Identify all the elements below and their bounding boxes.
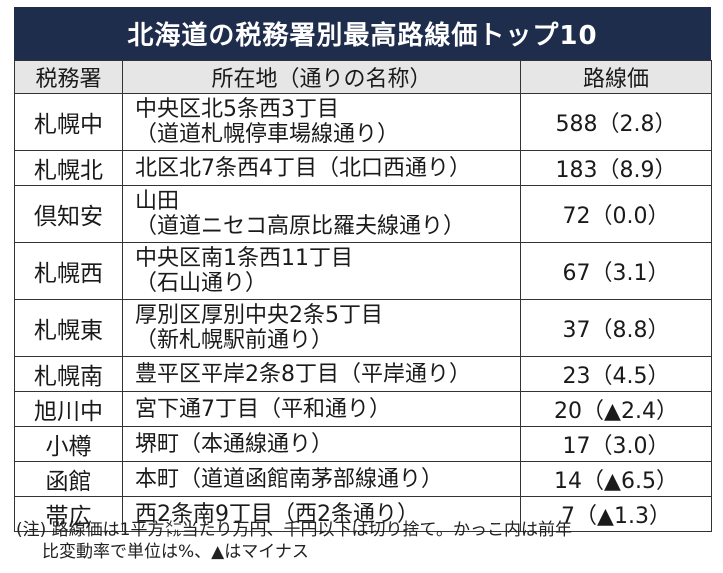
office-cell: 札幌中 <box>14 93 123 151</box>
office-cell: 函館 <box>14 461 123 497</box>
price-cell: 23（4.5） <box>520 356 712 392</box>
location-line1: 堺町（本通線通り） <box>135 431 334 457</box>
header-location: 所在地（通りの名称） <box>122 60 521 94</box>
location-cell: 北区北7条西4丁目（北口西通り） <box>122 150 521 186</box>
table-row: 倶知安 山田 （道道ニセコ高原比羅夫線通り） 72（0.0） <box>14 185 712 243</box>
location-cell: 中央区北5条西3丁目 （道道札幌停車場線通り） <box>122 93 521 151</box>
office-cell: 小樽 <box>14 426 123 462</box>
office-cell: 帯広 <box>14 496 123 532</box>
office-cell: 旭川中 <box>14 391 123 427</box>
header-row: 税務署 所在地（通りの名称） 路線価 <box>14 60 712 94</box>
footnote: (注) 路線価は1平方㍍当たり万円、千円以下は切り捨て。かっこ内は前年 比変動率… <box>16 519 716 563</box>
location-line2: （道道札幌停車場線通り） <box>135 122 400 147</box>
location-cell: 宮下通7丁目（平和通り） <box>122 391 521 427</box>
office-cell: 札幌西 <box>14 242 123 300</box>
table-row: 札幌西 中央区南1条西11丁目 （石山通り） 67（3.1） <box>14 242 712 300</box>
table-row: 札幌中 中央区北5条西3丁目 （道道札幌停車場線通り） 588（2.8） <box>14 93 712 151</box>
price-cell: 183（8.9） <box>520 150 712 186</box>
location-cell: 厚別区厚別中央2条5丁目 （新札幌駅前通り） <box>122 299 521 357</box>
location-line1: 北区北7条西4丁目（北口西通り） <box>135 155 471 181</box>
location-line1: 宮下通7丁目（平和通り） <box>135 396 391 422</box>
table-row: 札幌南 豊平区平岸2条8丁目（平岸通り） 23（4.5） <box>14 356 712 392</box>
header-price: 路線価 <box>520 60 712 94</box>
location-line1: 山田 <box>135 189 180 214</box>
price-cell: 17（3.0） <box>520 426 712 462</box>
price-cell: 20（▲2.4） <box>520 391 712 427</box>
location-line2: （道道ニセコ高原比羅夫線通り） <box>135 214 466 239</box>
location-cell: 豊平区平岸2条8丁目（平岸通り） <box>122 356 521 392</box>
table-row: 札幌東 厚別区厚別中央2条5丁目 （新札幌駅前通り） 37（8.8） <box>14 299 712 357</box>
footnote-line1: (注) 路線価は1平方㍍当たり万円、千円以下は切り捨て。かっこ内は前年 <box>16 520 572 540</box>
footnote-line2: 比変動率で単位は%、▲はマイナス <box>42 542 309 562</box>
table-row: 小樽 堺町（本通線通り） 17（3.0） <box>14 426 712 462</box>
price-cell: 37（8.8） <box>520 299 712 357</box>
route-price-table: 税務署 所在地（通りの名称） 路線価 札幌中 中央区北5条西3丁目 （道道札幌停… <box>14 60 712 532</box>
price-cell: 7（▲1.3） <box>520 496 712 532</box>
table-row: 函館 本町（道道函館南茅部線通り） 14（▲6.5） <box>14 461 712 497</box>
location-line1: 中央区北5条西3丁目 <box>135 97 339 122</box>
location-line2: （石山通り） <box>135 271 268 296</box>
price-cell: 67（3.1） <box>520 242 712 300</box>
location-line1: 本町（道道函館南茅部線通り） <box>135 466 444 492</box>
location-line1: 中央区南1条西11丁目 <box>135 246 353 271</box>
office-cell: 札幌東 <box>14 299 123 357</box>
office-cell: 札幌南 <box>14 356 123 392</box>
price-cell: 14（▲6.5） <box>520 461 712 497</box>
table-row: 札幌北 北区北7条西4丁目（北口西通り） 183（8.9） <box>14 150 712 186</box>
table-title: 北海道の税務署別最高路線価トップ10 <box>14 7 711 60</box>
table-row: 旭川中 宮下通7丁目（平和通り） 20（▲2.4） <box>14 391 712 427</box>
price-cell: 72（0.0） <box>520 185 712 243</box>
location-line1: 豊平区平岸2条8丁目（平岸通り） <box>135 361 471 387</box>
location-cell: 山田 （道道ニセコ高原比羅夫線通り） <box>122 185 521 243</box>
office-cell: 倶知安 <box>14 185 123 243</box>
location-line1: 西2条南9丁目（西2条通り） <box>135 501 419 527</box>
office-cell: 札幌北 <box>14 150 123 186</box>
location-cell: 本町（道道函館南茅部線通り） <box>122 461 521 497</box>
location-cell: 西2条南9丁目（西2条通り） <box>122 496 521 532</box>
location-line1: 厚別区厚別中央2条5丁目 <box>135 303 383 328</box>
price-cell: 588（2.8） <box>520 93 712 151</box>
location-line2: （新札幌駅前通り） <box>135 328 334 353</box>
location-cell: 中央区南1条西11丁目 （石山通り） <box>122 242 521 300</box>
location-cell: 堺町（本通線通り） <box>122 426 521 462</box>
table-row: 帯広 西2条南9丁目（西2条通り） 7（▲1.3） <box>14 496 712 532</box>
header-office: 税務署 <box>14 60 123 94</box>
